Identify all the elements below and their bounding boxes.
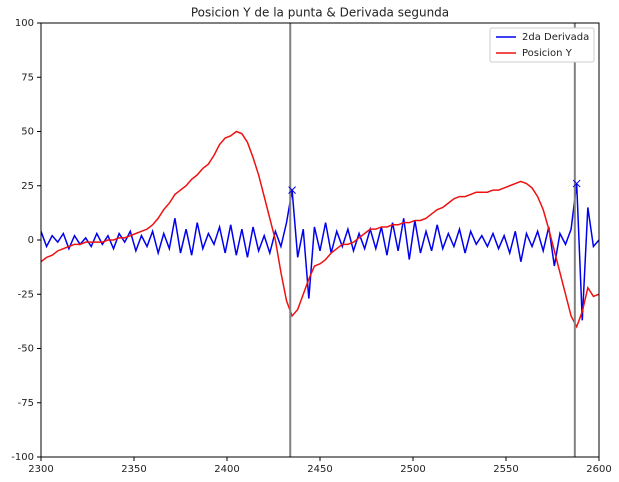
x-tick-label: 2600 xyxy=(586,464,611,475)
line-series xyxy=(41,130,599,329)
y-tick-label: 0 xyxy=(28,235,34,246)
x-tick-label: 2450 xyxy=(307,464,332,475)
x-tick-label: 2500 xyxy=(400,464,425,475)
x-tick-label: 2350 xyxy=(121,464,146,475)
x-tick-label: 2550 xyxy=(493,464,518,475)
peak-marker xyxy=(288,186,296,194)
legend-label: 2da Derivada xyxy=(522,32,589,43)
x-tick-label: 2400 xyxy=(214,464,239,475)
plot-frame xyxy=(40,22,600,458)
y-tick-label: -75 xyxy=(18,398,34,409)
line-series xyxy=(41,183,599,321)
peak-marker xyxy=(572,179,581,188)
y-tick-label: -50 xyxy=(18,344,34,355)
y-tick-label: 50 xyxy=(21,127,34,138)
y-tick-label: 25 xyxy=(21,181,34,192)
y-tick-label: -25 xyxy=(18,289,34,300)
y-tick-label: 100 xyxy=(15,18,34,29)
y-tick-label: -100 xyxy=(11,452,34,463)
y-tick-label: 75 xyxy=(21,72,34,83)
legend-label: Posicion Y xyxy=(522,48,573,59)
x-tick-label: 2300 xyxy=(28,464,53,475)
chart-title: Posicion Y de la punta & Derivada segund… xyxy=(191,6,449,20)
